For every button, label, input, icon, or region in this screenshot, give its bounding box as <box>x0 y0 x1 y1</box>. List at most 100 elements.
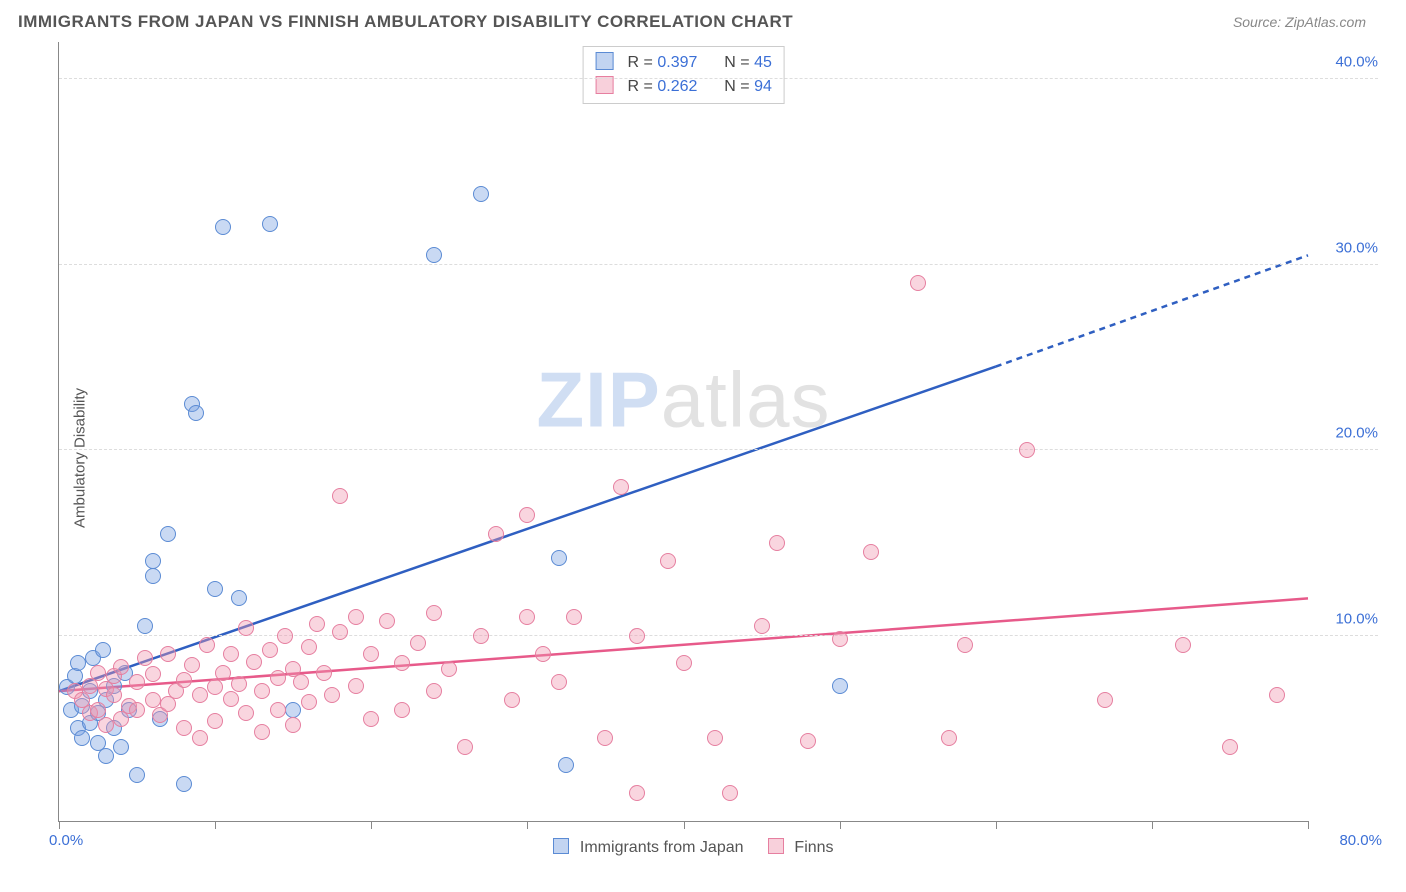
data-point-finns <box>145 666 161 682</box>
x-tick <box>996 821 997 829</box>
data-point-finns <box>332 624 348 640</box>
gridline <box>59 264 1378 265</box>
y-tick-label: 20.0% <box>1335 425 1378 442</box>
data-point-finns <box>769 535 785 551</box>
data-point-finns <box>597 730 613 746</box>
data-point-japan <box>98 748 114 764</box>
data-point-finns <box>262 642 278 658</box>
data-point-finns <box>1097 692 1113 708</box>
chart-header: IMMIGRANTS FROM JAPAN VS FINNISH AMBULAT… <box>0 0 1406 40</box>
data-point-finns <box>129 674 145 690</box>
data-point-finns <box>145 692 161 708</box>
data-point-finns <box>1269 687 1285 703</box>
data-point-finns <box>488 526 504 542</box>
data-point-finns <box>231 676 247 692</box>
data-point-finns <box>113 659 129 675</box>
data-point-finns <box>832 631 848 647</box>
data-point-finns <box>293 674 309 690</box>
data-point-finns <box>410 635 426 651</box>
data-point-finns <box>707 730 723 746</box>
legend-label-finns: Finns <box>794 839 833 856</box>
data-point-finns <box>800 733 816 749</box>
data-point-japan <box>188 405 204 421</box>
x-tick <box>1152 821 1153 829</box>
n-label: N = <box>724 78 749 95</box>
stats-row-japan: R = 0.397 N = 45 <box>595 51 772 75</box>
data-point-finns <box>270 670 286 686</box>
legend-swatch-japan <box>553 838 569 854</box>
data-point-finns <box>207 679 223 695</box>
y-tick-label: 10.0% <box>1335 610 1378 627</box>
trend-line-finns <box>59 598 1308 691</box>
data-point-finns <box>301 694 317 710</box>
r-label: R = <box>628 54 653 71</box>
data-point-finns <box>504 692 520 708</box>
x-tick <box>59 821 60 829</box>
data-point-finns <box>106 687 122 703</box>
legend-swatch-finns <box>768 838 784 854</box>
data-point-finns <box>254 724 270 740</box>
data-point-finns <box>90 702 106 718</box>
data-point-japan <box>70 655 86 671</box>
y-tick-label: 40.0% <box>1335 54 1378 71</box>
chart-source: Source: ZipAtlas.com <box>1233 14 1366 30</box>
data-point-finns <box>363 711 379 727</box>
data-point-japan <box>145 553 161 569</box>
data-point-finns <box>629 785 645 801</box>
data-point-japan <box>113 739 129 755</box>
data-point-japan <box>160 526 176 542</box>
gridline <box>59 449 1378 450</box>
stats-legend: R = 0.397 N = 45 R = 0.262 N = 94 <box>582 46 785 104</box>
data-point-finns <box>238 705 254 721</box>
data-point-japan <box>231 590 247 606</box>
data-point-finns <box>301 639 317 655</box>
data-point-finns <box>184 657 200 673</box>
data-point-finns <box>160 646 176 662</box>
data-point-finns <box>394 702 410 718</box>
data-point-finns <box>441 661 457 677</box>
data-point-finns <box>176 672 192 688</box>
data-point-finns <box>910 275 926 291</box>
data-point-finns <box>192 730 208 746</box>
data-point-finns <box>277 628 293 644</box>
data-point-finns <box>348 678 364 694</box>
data-point-finns <box>199 637 215 653</box>
data-point-japan <box>137 618 153 634</box>
data-point-japan <box>95 642 111 658</box>
x-tick <box>215 821 216 829</box>
data-point-finns <box>137 650 153 666</box>
data-point-finns <box>254 683 270 699</box>
x-tick-max: 80.0% <box>1339 832 1382 849</box>
chart-area: Ambulatory Disability ZIPatlas R = 0.397… <box>18 42 1388 874</box>
data-point-japan <box>74 730 90 746</box>
trend-line-ext-japan <box>996 255 1308 366</box>
data-point-finns <box>176 720 192 736</box>
gridline <box>59 635 1378 636</box>
data-point-japan <box>558 757 574 773</box>
data-point-japan <box>176 776 192 792</box>
x-tick <box>684 821 685 829</box>
data-point-finns <box>519 609 535 625</box>
data-point-japan <box>473 186 489 202</box>
data-point-finns <box>98 717 114 733</box>
data-point-finns <box>129 702 145 718</box>
data-point-finns <box>754 618 770 634</box>
swatch-japan <box>595 52 613 70</box>
data-point-japan <box>129 767 145 783</box>
series-legend: Immigrants from Japan Finns <box>59 838 1308 857</box>
data-point-finns <box>629 628 645 644</box>
data-point-finns <box>660 553 676 569</box>
data-point-finns <box>426 605 442 621</box>
data-point-finns <box>613 479 629 495</box>
data-point-finns <box>316 665 332 681</box>
x-tick <box>1308 821 1309 829</box>
data-point-finns <box>1222 739 1238 755</box>
x-tick <box>840 821 841 829</box>
data-point-japan <box>285 702 301 718</box>
chart-title: IMMIGRANTS FROM JAPAN VS FINNISH AMBULAT… <box>18 12 793 32</box>
data-point-finns <box>957 637 973 653</box>
data-point-finns <box>223 691 239 707</box>
data-point-finns <box>223 646 239 662</box>
data-point-finns <box>215 665 231 681</box>
trend-lines <box>59 42 1308 821</box>
